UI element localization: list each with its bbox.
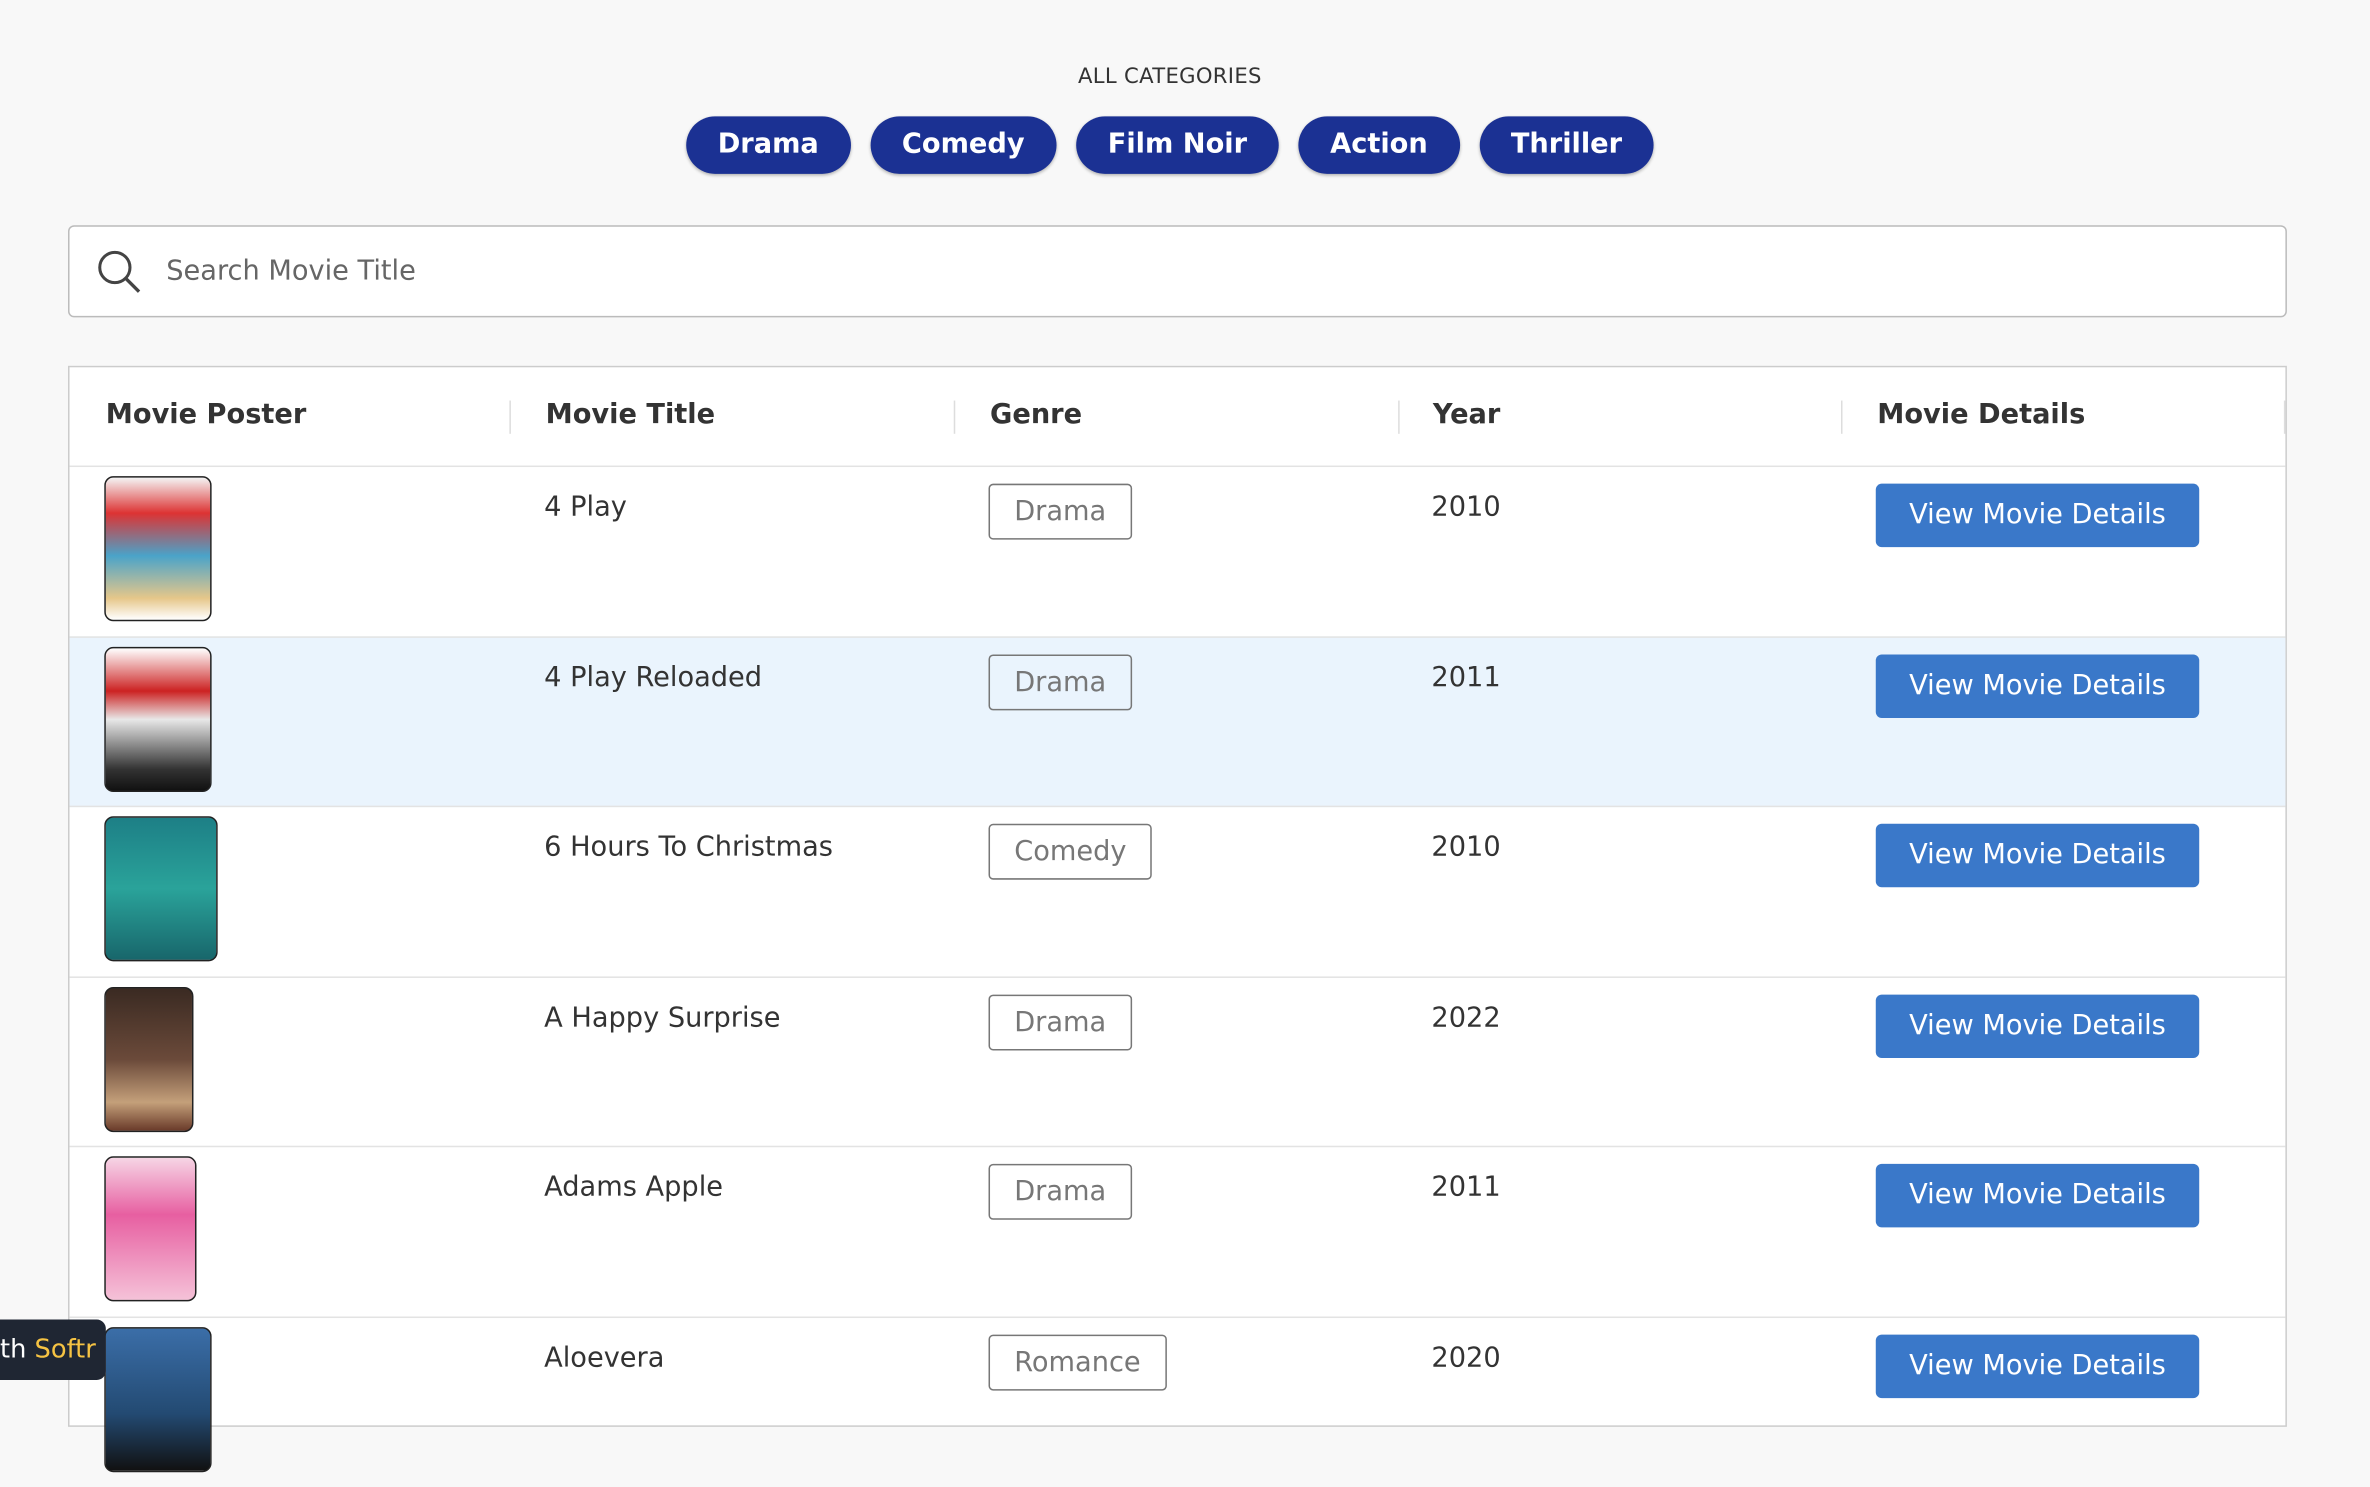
genre-tag: Romance <box>988 1333 1167 1390</box>
movie-poster <box>104 646 212 792</box>
movie-poster <box>104 1326 212 1472</box>
column-separator <box>509 400 511 434</box>
category-pill[interactable]: Comedy <box>870 116 1057 174</box>
category-pill[interactable]: Film Noir <box>1075 116 1279 174</box>
movie-year: 2011 <box>1431 1171 1501 1204</box>
genre-tag: Drama <box>988 993 1132 1050</box>
movie-title: 6 Hours To Christmas <box>544 831 833 864</box>
search-placeholder: Search Movie Title <box>166 255 416 288</box>
table-row: 4 Play Reloaded Drama 2011 View Movie Detai… <box>69 635 2286 807</box>
movie-poster <box>104 476 212 622</box>
movie-title: 4 Play Reloaded <box>544 661 763 694</box>
movie-table: Movie Poster Movie Title Genre Year Movie De… <box>68 365 2287 1472</box>
genre-tag: Drama <box>988 483 1132 540</box>
column-header: Movie Title <box>545 399 716 431</box>
app: ALL CATEGORIES Drama Comedy Film Noir Actio… <box>0 64 2340 1472</box>
movie-year: 2020 <box>1431 1341 1501 1374</box>
category-pill[interactable]: Drama <box>685 116 851 174</box>
movie-year: 2011 <box>1431 661 1501 694</box>
column-header: Year <box>1432 399 1501 431</box>
category-pill[interactable]: Action <box>1298 116 1460 174</box>
movie-year: 2010 <box>1431 831 1501 864</box>
movie-title: Adams Apple <box>544 1171 723 1204</box>
view-details-button[interactable]: View Movie Details <box>1875 1163 2200 1228</box>
column-header: Genre <box>990 399 1083 431</box>
view-details-button[interactable]: View Movie Details <box>1875 483 2200 548</box>
category-pills: Drama Comedy Film Noir Action Thriller <box>0 116 2340 174</box>
softr-badge[interactable]: th Softr <box>0 1319 106 1380</box>
movie-title: A Happy Surprise <box>544 1001 781 1034</box>
view-details-button[interactable]: View Movie Details <box>1875 1333 2200 1398</box>
search-icon <box>98 250 141 293</box>
genre-tag: Drama <box>988 653 1132 710</box>
badge-prefix: th <box>0 1334 27 1365</box>
column-separator <box>2283 400 2286 434</box>
column-header: Movie Details <box>1877 399 2086 431</box>
search-box[interactable]: Search Movie Title <box>68 225 2287 318</box>
movie-year: 2022 <box>1431 1001 1501 1034</box>
categories-title: ALL CATEGORIES <box>1078 64 1262 90</box>
genre-tag: Comedy <box>988 823 1153 880</box>
view-details-button[interactable]: View Movie Details <box>1875 653 2200 718</box>
table-row: A Happy Surprise Drama 2022 View Movie Deta… <box>69 975 2286 1147</box>
page: ALL CATEGORIES Drama Comedy Film Noir Actio… <box>0 64 2340 1472</box>
genre-tag: Drama <box>988 1163 1132 1220</box>
movie-title: Aloevera <box>544 1341 665 1374</box>
table-row: 4 Play Drama 2010 View Movie Details <box>69 465 2286 637</box>
badge-brand: Softr <box>34 1334 96 1365</box>
view-details-button[interactable]: View Movie Details <box>1875 823 2200 888</box>
category-pill[interactable]: Thriller <box>1479 116 1654 174</box>
view-details-button[interactable]: View Movie Details <box>1875 993 2200 1058</box>
table-row: Adams Apple Drama 2011 View Movie Details <box>69 1145 2286 1317</box>
movie-poster <box>104 816 218 962</box>
movie-year: 2010 <box>1431 491 1501 523</box>
table-row: 6 Hours To Christmas Comedy 2010 View Movie… <box>69 805 2286 977</box>
movie-poster <box>104 1156 197 1302</box>
column-separator <box>1398 400 1400 434</box>
table-row: Aloevera Romance 2020 View Movie Details <box>69 1315 2286 1487</box>
movie-poster <box>104 986 194 1132</box>
movie-title: 4 Play <box>544 491 627 523</box>
column-separator <box>953 400 956 434</box>
column-header: Movie Poster <box>105 399 307 431</box>
column-separator <box>1841 400 1843 434</box>
